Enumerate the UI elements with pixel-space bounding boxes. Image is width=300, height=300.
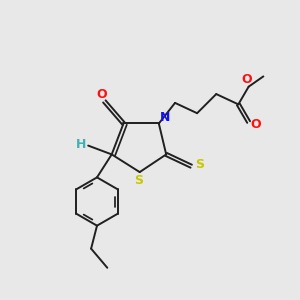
Text: S: S (195, 158, 204, 171)
Text: O: O (251, 118, 261, 131)
Text: N: N (160, 111, 170, 124)
Text: O: O (242, 73, 253, 86)
Text: S: S (134, 174, 143, 187)
Text: O: O (97, 88, 107, 101)
Text: H: H (76, 138, 86, 151)
